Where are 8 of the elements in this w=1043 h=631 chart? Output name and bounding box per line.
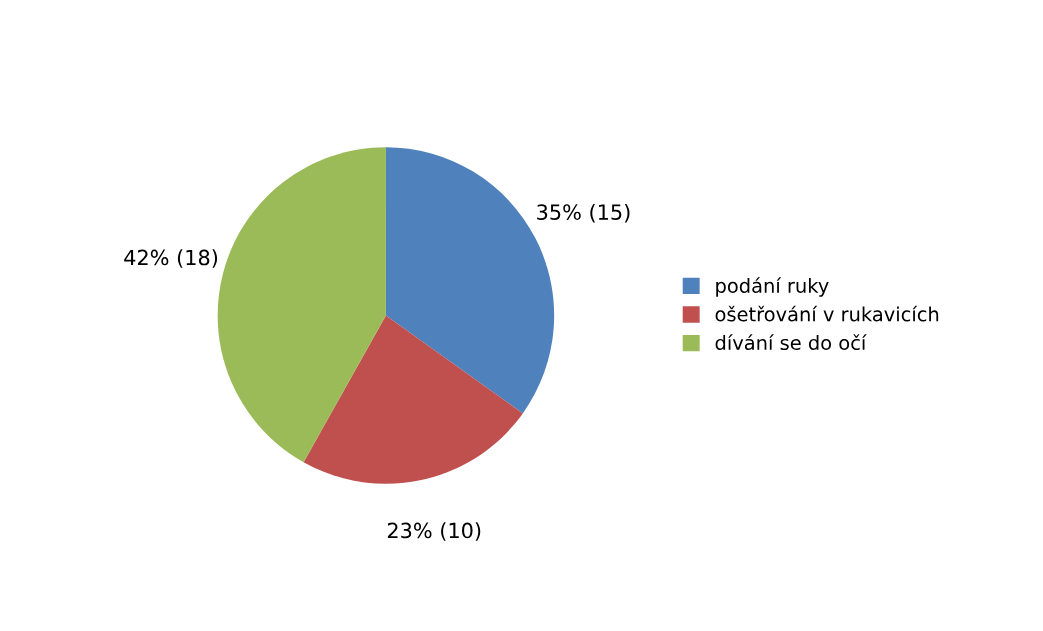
- pie-slice: [303, 315, 523, 484]
- legend-label: podání ruky: [716, 277, 829, 297]
- pie-slice: [217, 147, 386, 463]
- data-label: 35% (15): [537, 203, 630, 223]
- data-label: 23% (10): [387, 522, 481, 541]
- legend-label: dívání se do očí: [715, 334, 867, 351]
- legend-label: ošetřování v rukavicích: [715, 305, 939, 322]
- data-label: 42% (18): [124, 249, 218, 268]
